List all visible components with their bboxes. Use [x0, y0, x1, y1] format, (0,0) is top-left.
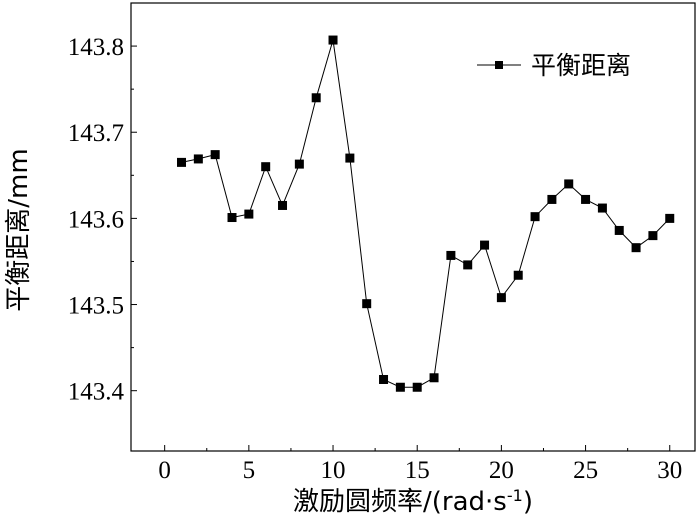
data-point — [379, 374, 389, 384]
y-tick-label: 143.7 — [68, 120, 124, 147]
x-axis-title: 激励圆频率/(rad·s-1) — [293, 486, 533, 517]
x-tick-label: 0 — [158, 457, 171, 484]
data-point — [193, 154, 203, 164]
data-point — [581, 194, 591, 204]
data-point — [362, 299, 372, 309]
x-tick-label: 25 — [573, 457, 598, 484]
data-point — [210, 150, 220, 160]
legend-label: 平衡距离 — [531, 51, 631, 80]
legend-marker-icon — [495, 61, 503, 69]
y-axis-title: 平衡距离/mm — [4, 148, 34, 311]
data-point — [311, 93, 321, 103]
data-point — [227, 213, 237, 223]
data-point — [530, 212, 540, 222]
axis-tick-labels: 0 5 10 15 20 25 30 143.4 143.5 143.6 143.7 143.8 — [68, 34, 682, 484]
data-point — [496, 293, 506, 303]
y-tick-label: 143.8 — [68, 34, 124, 61]
data-point — [429, 373, 439, 383]
series-line — [181, 39, 671, 388]
x-tick-label: 30 — [657, 457, 682, 484]
data-point — [631, 243, 641, 253]
data-point — [480, 240, 490, 250]
y-tick-label: 143.6 — [68, 206, 124, 233]
x-tick-label: 15 — [405, 457, 430, 484]
x-tick-label: 10 — [321, 457, 346, 484]
data-point — [513, 270, 523, 280]
legend: 平衡距离 — [477, 51, 631, 80]
x-axis-title-main: 激励圆频率/(rad·s — [293, 487, 507, 517]
data-point — [294, 159, 304, 169]
data-point — [463, 260, 473, 270]
series-layer — [177, 35, 675, 392]
data-point — [648, 231, 658, 241]
data-point — [328, 35, 338, 45]
data-point — [345, 153, 355, 163]
data-point — [597, 203, 607, 213]
y-tick-label: 143.4 — [68, 379, 125, 406]
y-tick-label: 143.5 — [68, 293, 124, 320]
x-axis-title-superscript: -1 — [507, 486, 523, 505]
data-point — [665, 213, 675, 223]
x-axis-title-end: ) — [523, 487, 533, 517]
data-point — [446, 250, 456, 260]
data-point — [412, 382, 422, 392]
data-point — [564, 179, 574, 189]
data-point — [395, 382, 405, 392]
data-point — [547, 194, 557, 204]
x-tick-label: 5 — [243, 457, 256, 484]
axis-ticks — [131, 45, 671, 451]
data-point — [614, 225, 624, 235]
plot-frame — [130, 2, 696, 452]
data-point — [244, 209, 254, 219]
data-point — [278, 200, 288, 210]
data-point — [177, 157, 187, 167]
x-tick-label: 20 — [489, 457, 514, 484]
data-point — [261, 162, 271, 172]
